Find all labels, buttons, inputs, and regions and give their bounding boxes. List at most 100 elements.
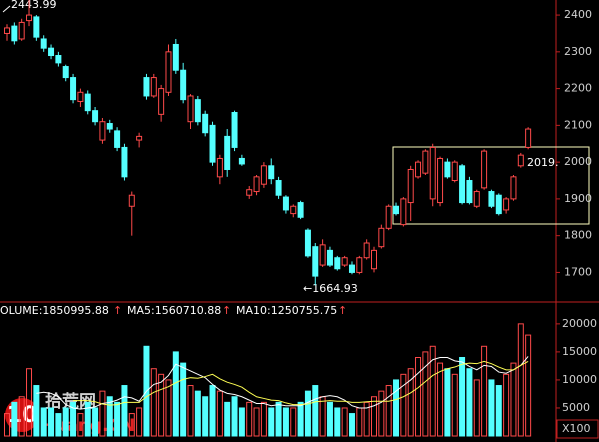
volume-bar	[290, 407, 297, 437]
candle-body	[18, 21, 25, 40]
y-tick-label: 5000	[562, 401, 590, 414]
high-annotation: 2443.99	[11, 0, 57, 11]
volume-bar	[356, 407, 363, 437]
candle-body	[136, 135, 143, 141]
y-tick-label: 20000	[562, 317, 597, 330]
trend-arrow: ↑	[338, 304, 347, 317]
volume-bar	[238, 407, 245, 437]
volume-bar	[246, 401, 253, 437]
candle-body	[26, 14, 33, 22]
candle-body	[451, 161, 458, 182]
volume-bar	[62, 407, 69, 437]
candle-body	[407, 168, 414, 204]
volume-bar	[48, 407, 55, 437]
candle-body	[503, 198, 510, 211]
y-tick-label: 2100	[564, 118, 592, 131]
volume-bar	[136, 407, 143, 437]
candle-body	[62, 66, 69, 79]
y-tick-label: 2300	[564, 45, 592, 58]
volume-bar	[451, 373, 458, 437]
volume-bar	[437, 362, 444, 437]
candle-body	[231, 112, 238, 148]
ma5-line	[36, 356, 529, 410]
volume-bar	[99, 390, 106, 437]
volume-bar	[224, 401, 231, 437]
candle-body	[84, 93, 91, 112]
volume-bar	[121, 385, 128, 437]
candle-body	[106, 123, 113, 130]
candle-body	[473, 191, 480, 207]
volume-bar	[525, 334, 532, 437]
candle-body	[268, 165, 275, 180]
candle-body	[216, 157, 223, 178]
candle-body	[4, 27, 10, 34]
trend-arrow: ↑	[113, 304, 122, 317]
volume-bar	[77, 413, 84, 437]
candle-body	[422, 150, 429, 174]
candle-body	[495, 194, 502, 215]
volume-bar	[165, 379, 172, 437]
candle-body	[246, 189, 253, 196]
candle-body	[466, 180, 473, 204]
volume-bar	[488, 379, 495, 437]
candle-body	[400, 198, 407, 226]
volume-bar	[481, 345, 488, 437]
volume-bar	[180, 362, 187, 437]
annotation-arrow	[2, 5, 11, 13]
highlight-box	[392, 146, 590, 225]
candle-body	[510, 176, 517, 200]
volume-bar	[495, 385, 502, 437]
candle-body	[312, 246, 319, 277]
candle-body	[99, 121, 106, 141]
volume-bar	[216, 390, 223, 437]
candle-body	[143, 77, 150, 97]
y-tick-label: 10000	[562, 373, 597, 386]
candle-body	[209, 124, 216, 163]
candle-body	[356, 257, 363, 273]
volume-bar	[268, 407, 275, 437]
candle-body	[437, 157, 444, 204]
volume-bar	[209, 385, 216, 437]
volume-bar	[106, 396, 113, 437]
y-tick-label: 1900	[564, 192, 592, 205]
volume-bar	[503, 373, 510, 437]
volume-bar	[260, 401, 267, 437]
ma10-line	[73, 360, 529, 406]
y-tick-label: 2200	[564, 82, 592, 95]
candle-body	[40, 38, 47, 49]
candle-body	[429, 146, 436, 200]
volume-header: OLUME:1850995.88	[0, 304, 109, 317]
candle-body	[348, 264, 355, 273]
candle-body	[128, 194, 135, 207]
candle-body	[194, 99, 201, 123]
y-tick-label: 1800	[564, 229, 592, 242]
candle-body	[304, 229, 311, 257]
volume-bar	[348, 413, 355, 437]
unit-label: X100	[562, 422, 591, 435]
volume-bar	[55, 413, 62, 437]
volume-bar	[128, 413, 135, 437]
trend-arrow: ↑	[222, 304, 231, 317]
volume-bar	[33, 385, 40, 437]
candle-body	[33, 16, 40, 38]
candle-body	[334, 257, 341, 270]
volume-bar	[282, 407, 289, 437]
candle-body	[114, 130, 121, 148]
volume-bar	[297, 401, 304, 437]
volume-bar	[114, 401, 121, 437]
candle-body	[224, 135, 231, 170]
ma10-header: MA10:1250755.75	[236, 304, 337, 317]
volume-bar	[510, 362, 517, 437]
candle-body	[393, 205, 400, 215]
candle-body	[326, 249, 333, 266]
volume-bar	[187, 385, 194, 437]
volume-bar	[400, 373, 407, 437]
candle-body	[158, 88, 165, 115]
y-tick-label: 15000	[562, 345, 597, 358]
candle-body	[290, 205, 297, 215]
volume-bar	[194, 390, 201, 437]
volume-bar	[326, 401, 333, 437]
volume-bar	[4, 413, 10, 437]
candle-body	[371, 249, 377, 270]
